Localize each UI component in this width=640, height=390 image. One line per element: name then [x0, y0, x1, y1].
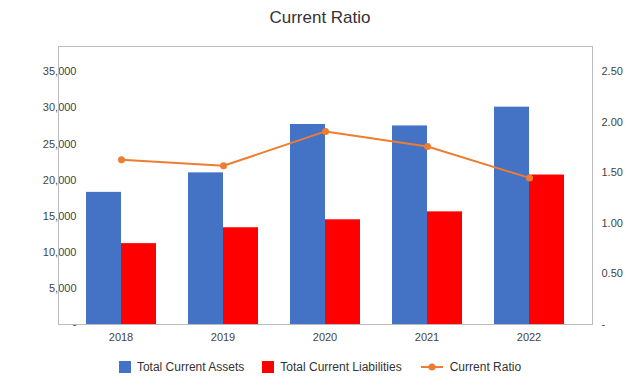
svg-text:20,000: 20,000: [43, 174, 77, 186]
svg-text:10,000: 10,000: [43, 246, 77, 258]
svg-text:2022: 2022: [517, 331, 541, 343]
svg-text:0.50: 0.50: [602, 267, 623, 279]
html-text:Total Current Assets: Total Current Assets: [136, 360, 245, 374]
html-text:Current Ratio: Current Ratio: [449, 360, 522, 374]
svg-text:2019: 2019: [211, 331, 235, 343]
svg-text:35,000: 35,000: [43, 65, 77, 77]
svg-text:-: -: [602, 318, 606, 330]
svg-text:2020: 2020: [313, 331, 337, 343]
svg-text:2018: 2018: [109, 331, 133, 343]
svg-text:30,000: 30,000: [43, 101, 77, 113]
svg-text:2021: 2021: [415, 331, 439, 343]
svg-text:1.50: 1.50: [602, 166, 623, 178]
svg-text:25,000: 25,000: [43, 138, 77, 150]
html-text:Current Ratio: Current Ratio: [269, 8, 371, 27]
svg-text:1.00: 1.00: [602, 217, 623, 229]
html-text:Total Current Liabilities: Total Current Liabilities: [280, 360, 402, 374]
svg-text:5,000: 5,000: [49, 282, 77, 294]
svg-text:15,000: 15,000: [43, 210, 77, 222]
svg-text:2.50: 2.50: [602, 65, 623, 77]
svg-text:2.00: 2.00: [602, 116, 623, 128]
